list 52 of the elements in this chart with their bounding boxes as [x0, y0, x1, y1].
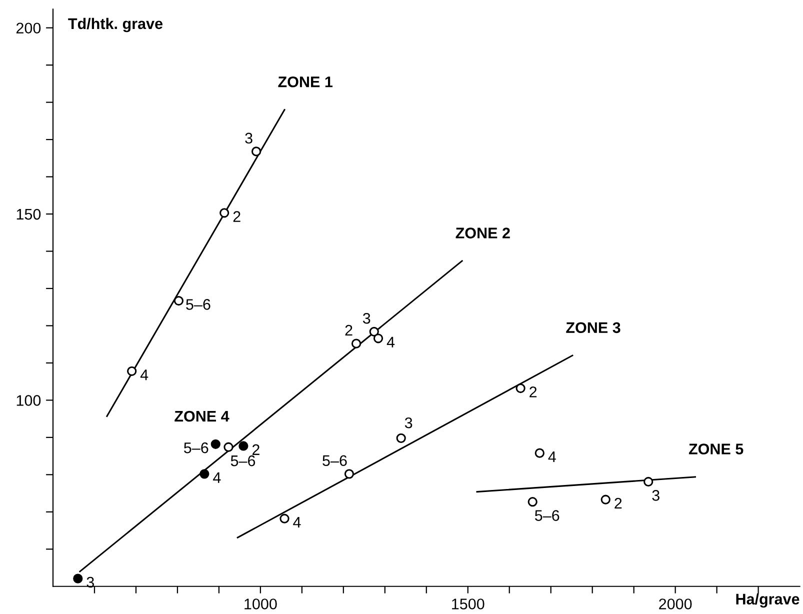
point	[600, 494, 610, 504]
y-tick-label: 100	[16, 395, 41, 406]
annotation: 4	[386, 336, 395, 348]
annotation: 5–6	[230, 455, 256, 466]
point	[251, 146, 262, 156]
annotation: 2	[530, 386, 537, 398]
annotation: 2	[233, 211, 240, 222]
point	[344, 469, 354, 479]
annotation: 5–6	[322, 455, 347, 466]
point	[127, 366, 137, 376]
series-label: ZONE 3	[566, 322, 620, 334]
point	[200, 469, 210, 479]
series-label: ZONE 4	[174, 410, 230, 422]
point	[280, 514, 290, 524]
annotation: 3	[362, 312, 370, 324]
point	[224, 442, 234, 452]
x-tick-label: 2000	[659, 598, 692, 610]
point	[174, 296, 184, 306]
point	[534, 448, 544, 458]
series-label: ZONE 5	[688, 444, 744, 454]
annotation: 2	[614, 498, 622, 509]
point	[516, 383, 526, 394]
x-axis-title: Ha/grave	[736, 593, 800, 608]
annotation: 3	[404, 417, 412, 428]
annotation: 4	[548, 452, 556, 462]
annotation: 5–6	[186, 299, 210, 310]
point	[351, 338, 362, 348]
point	[210, 439, 220, 449]
annotation: 3	[245, 132, 252, 144]
annotation: 2	[252, 444, 260, 455]
point	[644, 476, 654, 487]
y-tick-label: 150	[16, 208, 41, 220]
annotation: 4	[213, 472, 221, 483]
annotation: 3	[652, 490, 660, 501]
x-tick-label: 1500	[452, 598, 484, 610]
annotation: 2	[345, 324, 352, 336]
annotation: 5–6	[534, 510, 560, 521]
x-tick-label: 1000	[244, 598, 277, 610]
point	[73, 574, 83, 584]
point	[220, 208, 230, 218]
point	[369, 326, 379, 336]
series-label: ZONE 2	[456, 228, 510, 238]
y-axis-title: Td/htk. grave	[68, 18, 162, 32]
point	[238, 441, 248, 451]
annotation: 4	[293, 517, 301, 528]
point	[528, 497, 538, 507]
series-label: ZONE 1	[278, 76, 332, 88]
annotation: 5–6	[184, 442, 208, 454]
y-tick-label: 200	[16, 22, 41, 34]
point	[373, 334, 384, 344]
point	[396, 433, 406, 443]
annotation: 4	[140, 370, 148, 380]
